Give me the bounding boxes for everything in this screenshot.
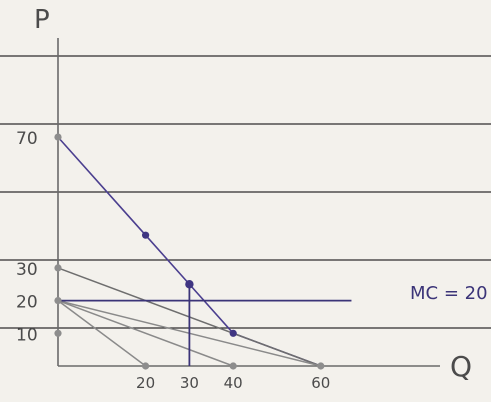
ruled-paper-lines bbox=[0, 55, 491, 329]
data-point-2 bbox=[54, 264, 62, 272]
data-points bbox=[54, 133, 325, 370]
axis-labels: P Q MC = 20 10 20 30 70 20 30 40 60 bbox=[16, 5, 488, 392]
x-axis-label: Q bbox=[450, 350, 472, 383]
y-tick-label-20: 20 bbox=[16, 293, 38, 313]
data-point-8 bbox=[142, 362, 150, 370]
x-tick-label-20: 20 bbox=[136, 374, 155, 392]
y-tick-label-10: 10 bbox=[16, 325, 38, 345]
axes bbox=[57, 38, 440, 367]
y-tick-label-70: 70 bbox=[16, 129, 38, 149]
data-point-6 bbox=[185, 280, 194, 289]
data-point-10 bbox=[317, 362, 325, 370]
series-line-3 bbox=[57, 299, 147, 367]
data-point-9 bbox=[229, 362, 237, 370]
x-tick-label-30: 30 bbox=[180, 374, 199, 392]
y-tick-label-30: 30 bbox=[16, 260, 38, 280]
data-point-4 bbox=[54, 329, 62, 337]
series-lines bbox=[57, 136, 352, 367]
data-point-1 bbox=[54, 133, 62, 141]
data-point-3 bbox=[54, 297, 62, 305]
y-axis-label: P bbox=[34, 5, 50, 35]
data-point-7 bbox=[229, 329, 237, 337]
mc-label: MC = 20 bbox=[410, 283, 488, 304]
series-line-4 bbox=[57, 299, 234, 367]
data-point-5 bbox=[142, 231, 150, 239]
x-tick-label-40: 40 bbox=[224, 374, 243, 392]
x-tick-label-60: 60 bbox=[311, 374, 330, 392]
